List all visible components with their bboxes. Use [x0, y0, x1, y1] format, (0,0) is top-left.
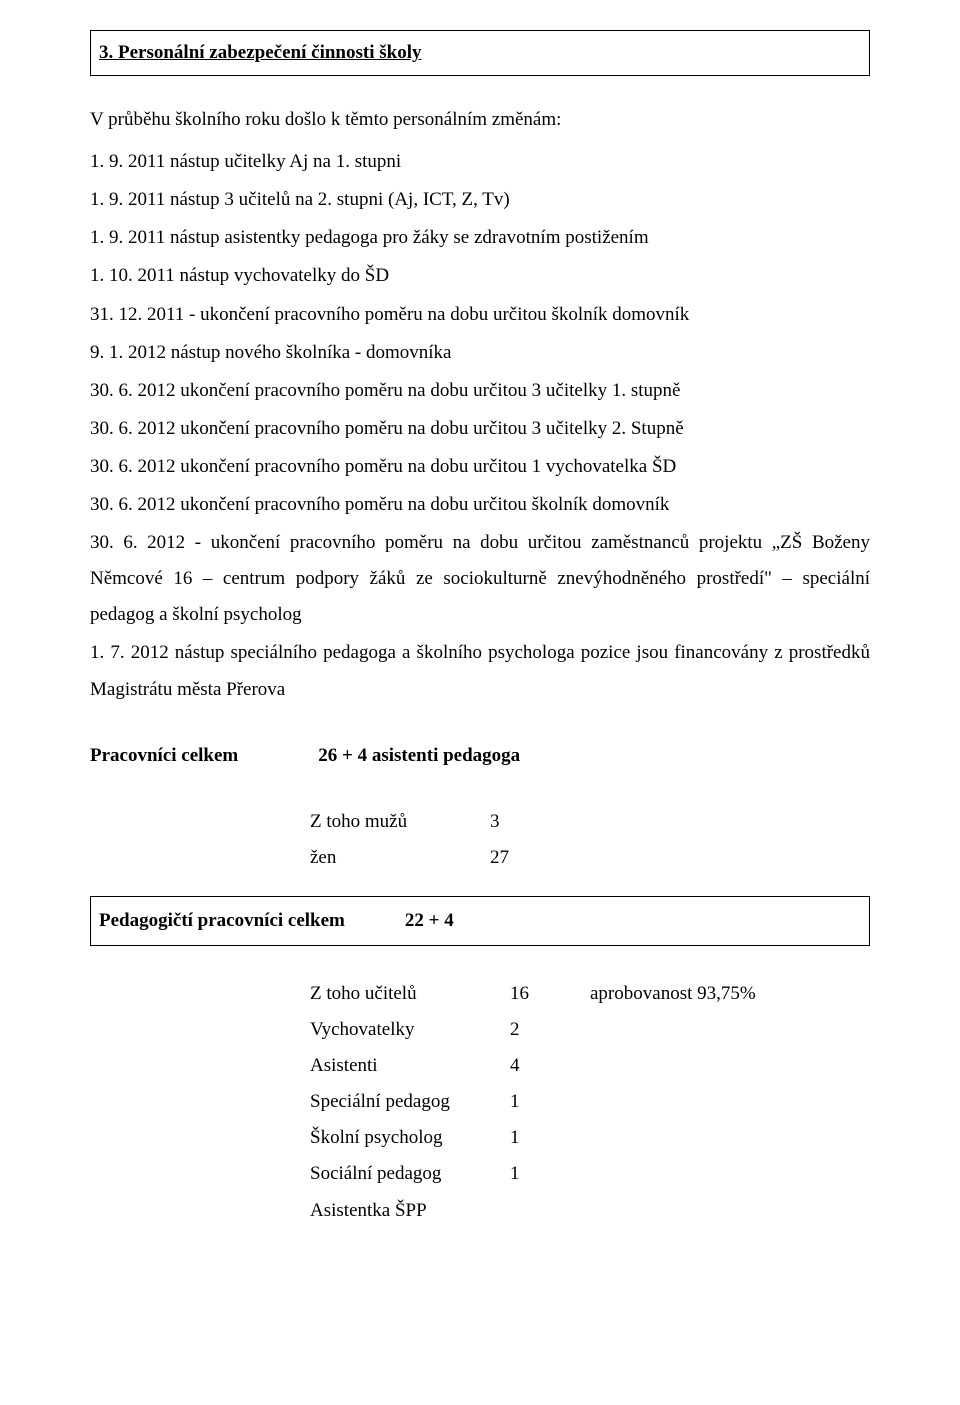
staff-value: 1: [510, 1084, 560, 1120]
staff-row: Sociální pedagog 1: [310, 1156, 870, 1192]
staff-extra: aprobovanost 93,75%: [590, 976, 756, 1012]
staff-row: Asistentka ŠPP: [310, 1193, 870, 1229]
staff-value: [510, 1193, 560, 1229]
workers-total-row: Pracovníci celkem 26 + 4 asistenti pedag…: [90, 738, 870, 774]
list-item: 31. 12. 2011 - ukončení pracovního poměr…: [90, 297, 870, 333]
staff-label: Z toho učitelů: [310, 976, 510, 1012]
staff-value: 16: [510, 976, 560, 1012]
workers-total-label: Pracovníci celkem: [90, 738, 238, 774]
workers-total-value: 26 + 4 asistenti pedagoga: [318, 738, 520, 774]
gender-row-female: žen 27: [310, 840, 870, 876]
pedagog-box: Pedagogičtí pracovníci celkem 22 + 4: [90, 896, 870, 946]
intro-text: V průběhu školního roku došlo k těmto pe…: [90, 102, 870, 138]
pedagog-label: Pedagogičtí pracovníci celkem: [99, 903, 345, 939]
list-item: 1. 10. 2011 nástup vychovatelky do ŠD: [90, 258, 870, 294]
document-page: 3. Personální zabezpečení činnosti školy…: [0, 0, 960, 1405]
list-item: 1. 9. 2011 nástup asistentky pedagoga pr…: [90, 220, 870, 256]
list-item: 30. 6. 2012 - ukončení pracovního poměru…: [90, 525, 870, 633]
list-item: 30. 6. 2012 ukončení pracovního poměru n…: [90, 411, 870, 447]
female-label: žen: [310, 840, 490, 876]
staff-label: Asistentka ŠPP: [310, 1193, 510, 1229]
list-item: 30. 6. 2012 ukončení pracovního poměru n…: [90, 449, 870, 485]
list-item: 1. 9. 2011 nástup učitelky Aj na 1. stup…: [90, 144, 870, 180]
female-value: 27: [490, 840, 550, 876]
pedagog-value: 22 + 4: [405, 903, 454, 939]
staff-label: Vychovatelky: [310, 1012, 510, 1048]
list-item: 30. 6. 2012 ukončení pracovního poměru n…: [90, 373, 870, 409]
pedagog-row: Pedagogičtí pracovníci celkem 22 + 4: [99, 903, 861, 939]
staff-value: 4: [510, 1048, 560, 1084]
staff-label: Školní psycholog: [310, 1120, 510, 1156]
staff-label: Asistenti: [310, 1048, 510, 1084]
staff-value: 1: [510, 1156, 560, 1192]
list-item: 9. 1. 2012 nástup nového školníka - domo…: [90, 335, 870, 371]
section-header-box: 3. Personální zabezpečení činnosti školy: [90, 30, 870, 76]
staff-row: Školní psycholog 1: [310, 1120, 870, 1156]
gender-row-male: Z toho mužů 3: [310, 804, 870, 840]
staff-label: Sociální pedagog: [310, 1156, 510, 1192]
staff-label: Speciální pedagog: [310, 1084, 510, 1120]
staff-value: 2: [510, 1012, 560, 1048]
staff-row: Vychovatelky 2: [310, 1012, 870, 1048]
staff-value: 1: [510, 1120, 560, 1156]
male-label: Z toho mužů: [310, 804, 490, 840]
staff-row: Z toho učitelů 16 aprobovanost 93,75%: [310, 976, 870, 1012]
list-item: 30. 6. 2012 ukončení pracovního poměru n…: [90, 487, 870, 523]
changes-list: 1. 9. 2011 nástup učitelky Aj na 1. stup…: [90, 144, 870, 707]
list-item: 1. 7. 2012 nástup speciálního pedagoga a…: [90, 635, 870, 707]
list-item: 1. 9. 2011 nástup 3 učitelů na 2. stupni…: [90, 182, 870, 218]
male-value: 3: [490, 804, 550, 840]
staff-row: Speciální pedagog 1: [310, 1084, 870, 1120]
gender-block: Z toho mužů 3 žen 27: [310, 804, 870, 876]
section-title: 3. Personální zabezpečení činnosti školy: [99, 42, 421, 63]
staff-row: Asistenti 4: [310, 1048, 870, 1084]
staff-block: Z toho učitelů 16 aprobovanost 93,75% Vy…: [310, 976, 870, 1229]
